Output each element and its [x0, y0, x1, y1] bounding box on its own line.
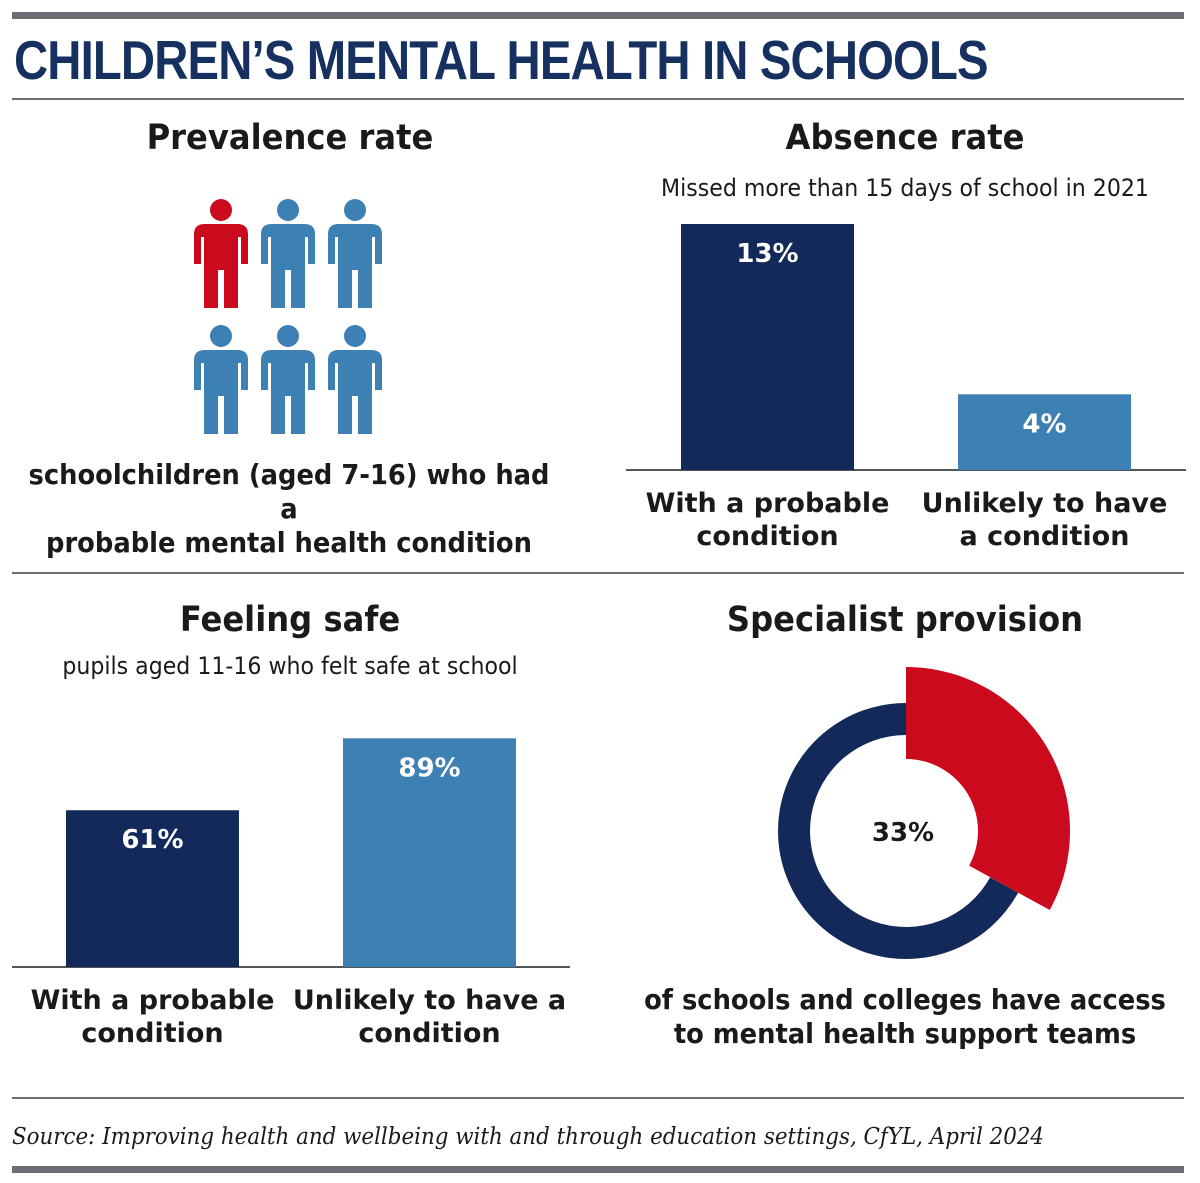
middle-rule	[12, 572, 1184, 574]
safety-category-label-1: condition	[81, 1018, 223, 1049]
absence-value-label-1: 13%	[736, 239, 798, 269]
safety-category-label-2: Unlikely to have a	[293, 985, 566, 1016]
provision-caption-line2: to mental health support teams	[673, 1017, 1137, 1050]
absence-category-label-1: With a probable	[646, 488, 890, 519]
safety-value-label-2: 89%	[398, 753, 460, 783]
provision-donut-chart: 33%	[778, 667, 1070, 960]
bottom-rule	[12, 1097, 1184, 1099]
prevalence-caption-line1: schoolchildren (aged 7-16) who had a	[28, 458, 550, 525]
absence-category-label-2: a condition	[960, 521, 1130, 552]
absence-subtitle: Missed more than 15 days of school in 20…	[661, 174, 1149, 202]
page-title: CHILDREN’S MENTAL HEALTH IN SCHOOLS	[14, 29, 989, 91]
prevalence-caption-line2: probable mental health condition	[46, 526, 532, 559]
absence-bar-1	[681, 224, 854, 470]
person-icon	[261, 199, 315, 308]
footer-rule	[12, 1166, 1184, 1173]
safety-value-label-1: 61%	[121, 825, 183, 855]
title-rule	[12, 98, 1184, 100]
top-rule	[12, 12, 1184, 19]
person-icon	[194, 199, 248, 308]
safety-title: Feeling safe	[179, 600, 401, 640]
source-note: Source: Improving health and wellbeing w…	[12, 1124, 1045, 1150]
absence-value-label-2: 4%	[1022, 409, 1066, 439]
provision-donut-highlight-slice	[906, 667, 1070, 911]
person-icon	[261, 325, 315, 434]
provision-center-label: 33%	[872, 818, 934, 848]
absence-category-label-1: condition	[696, 521, 838, 552]
safety-category-label-1: With a probable	[31, 985, 275, 1016]
provision-caption-line1: of schools and colleges have access	[644, 983, 1166, 1016]
safety-category-label-2: condition	[358, 1018, 500, 1049]
people-icon-grid	[194, 199, 382, 434]
prevalence-title: Prevalence rate	[146, 118, 434, 158]
person-icon	[328, 199, 382, 308]
safety-bar-2	[343, 738, 516, 967]
prevalence-caption: schoolchildren (aged 7-16) who had a pro…	[23, 458, 555, 560]
provision-title: Specialist provision	[726, 600, 1084, 640]
safety-bar-1	[66, 810, 239, 967]
safety-subtitle: pupils aged 11-16 who felt safe at schoo…	[62, 652, 518, 680]
absence-bar-2	[958, 394, 1131, 470]
person-icon	[194, 325, 248, 434]
provision-caption: of schools and colleges have access to m…	[629, 983, 1181, 1051]
person-icon	[328, 325, 382, 434]
absence-title: Absence rate	[785, 118, 1025, 158]
absence-category-label-2: Unlikely to have	[922, 488, 1168, 519]
